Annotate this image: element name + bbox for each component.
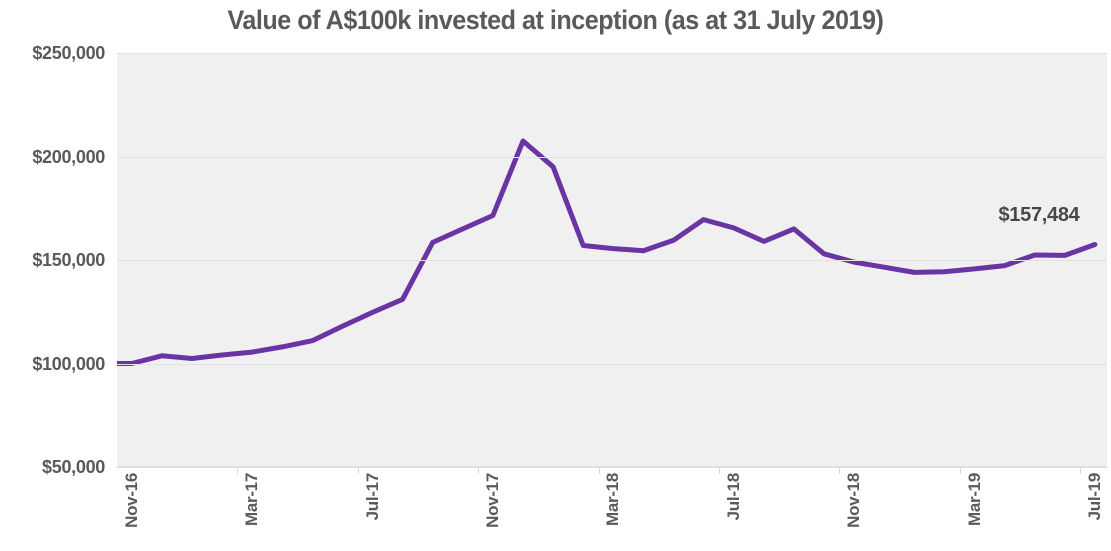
chart-title: Value of A$100k invested at inception (a… [227,5,884,35]
x-axis-label: Mar-19 [964,473,984,527]
y-axis-label: $200,000 [32,146,105,167]
x-axis-tick [357,467,359,474]
gridline [117,157,1107,158]
gridline [117,260,1107,261]
x-axis-tick [237,467,239,474]
x-axis-tick [478,467,480,474]
x-axis-label: Jul-19 [1084,473,1104,521]
line-series [117,138,1098,366]
last-value-label: $157,484 [998,204,1080,226]
gridline [117,53,1107,54]
value-line [117,138,1098,366]
gridline [117,466,1107,467]
y-axis-label: $150,000 [32,250,105,270]
x-axis-tick [839,467,841,474]
x-axis-label: Mar-17 [242,473,262,527]
x-axis-tick [719,467,720,474]
gridline [117,364,1107,365]
x-axis-tick [1080,467,1082,474]
plot-area [117,53,1107,468]
y-axis-label: $100,000 [32,353,105,374]
x-axis-tick [598,467,600,474]
x-axis-label: Jul-17 [362,473,382,521]
x-axis-label: Nov-18 [844,473,864,528]
x-axis-label: Mar-18 [603,473,623,527]
x-axis-label: Jul-18 [723,473,743,521]
x-axis-tick [959,467,961,474]
y-axis-label: $50,000 [42,457,105,477]
x-axis-label: Nov-16 [121,473,141,528]
y-axis-label: $250,000 [32,43,105,63]
x-axis-label: Nov-17 [482,473,502,528]
